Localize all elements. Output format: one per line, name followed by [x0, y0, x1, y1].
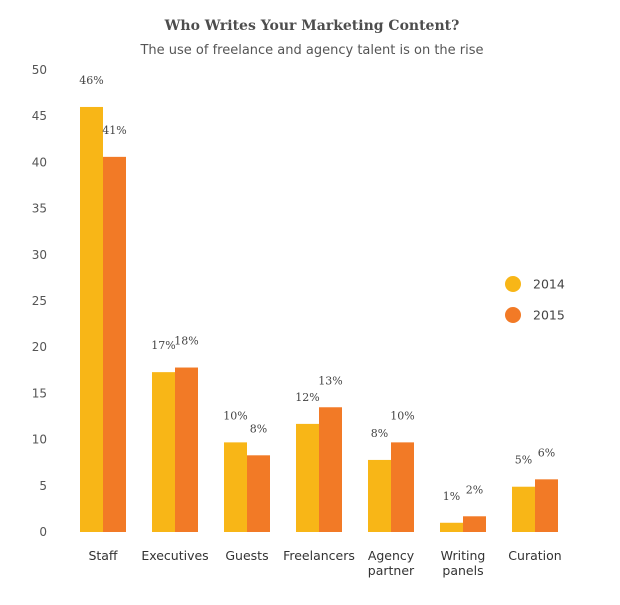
data-label: 46%: [79, 74, 103, 87]
bar-2015: [319, 407, 342, 532]
data-label: 2%: [466, 483, 483, 496]
x-tick-label: Freelancers: [283, 548, 355, 563]
x-tick-label: Agency partner: [368, 548, 415, 578]
legend-marker-2015: [505, 307, 521, 323]
y-tick-label: 45: [32, 109, 47, 123]
data-label: 12%: [295, 391, 319, 404]
data-label: 17%: [151, 339, 175, 352]
data-labels: 46% 17% 10% 12% 8% 1% 5% 41% 18% 8% 13% 10% 2% 6%: [79, 74, 555, 503]
x-tick-label: Staff: [88, 548, 117, 563]
chart-subtitle: The use of freelance and agency talent i…: [139, 43, 483, 58]
bar-2014: [512, 486, 535, 532]
x-tick-label: Executives: [141, 548, 208, 563]
y-tick-label: 25: [32, 294, 47, 308]
legend-marker-2014: [505, 276, 521, 292]
bar-2014: [296, 423, 319, 532]
y-tick-label: 0: [39, 525, 47, 539]
bar-2014: [224, 442, 247, 532]
data-label: 18%: [174, 335, 198, 348]
bar-2015: [103, 156, 126, 532]
bar-2014: [80, 106, 103, 533]
data-label: 8%: [250, 422, 267, 435]
x-axis: Staff Executives Guests Freelancers Agency pa…: [88, 548, 561, 578]
legend-label-2014: 2014: [533, 277, 565, 292]
data-label: 5%: [515, 454, 532, 467]
x-tick-label: Writing panels: [441, 548, 486, 578]
data-label: 6%: [538, 446, 555, 459]
y-tick-label: 30: [32, 248, 47, 262]
data-label: 10%: [390, 409, 414, 422]
bar-2014: [368, 459, 391, 532]
y-tick-label: 10: [32, 433, 47, 447]
bar-2015: [391, 442, 414, 532]
chart-title: Who Writes Your Marketing Content?: [164, 18, 460, 34]
data-label: 41%: [102, 124, 126, 137]
x-tick-label: Guests: [225, 548, 268, 563]
y-tick-label: 20: [32, 340, 47, 354]
bar-2015: [535, 479, 558, 532]
y-tick-label: 35: [32, 202, 47, 216]
y-tick-label: 50: [32, 63, 47, 77]
bar-2015: [175, 367, 198, 532]
bars: [80, 106, 558, 533]
data-label: 1%: [443, 490, 460, 503]
y-tick-label: 40: [32, 155, 47, 169]
x-tick-label: Curation: [508, 548, 561, 563]
bar-2015: [247, 455, 270, 532]
y-tick-label: 5: [39, 479, 47, 493]
legend: 2014 2015: [505, 276, 565, 323]
bar-2015: [463, 516, 486, 532]
y-axis: 0 5 10 15 20 25 30 35 40 45 50: [32, 63, 47, 539]
data-label: 13%: [318, 374, 342, 387]
bar-2014: [440, 522, 463, 532]
legend-label-2015: 2015: [533, 308, 565, 323]
data-label: 10%: [223, 409, 247, 422]
data-label: 8%: [371, 427, 388, 440]
bar-2014: [152, 372, 175, 532]
y-tick-label: 15: [32, 386, 47, 400]
